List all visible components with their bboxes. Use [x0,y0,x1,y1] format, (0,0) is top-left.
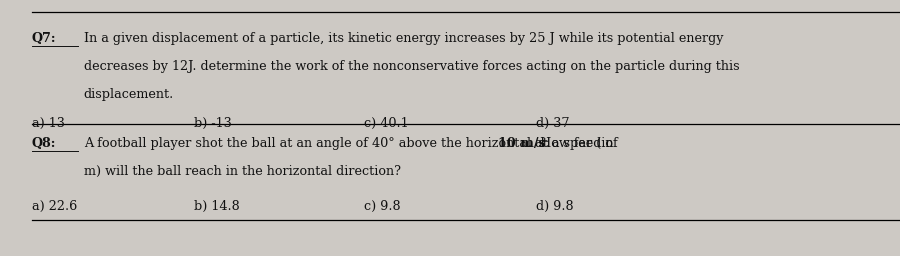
Text: A football player shot the ball at an angle of 40° above the horizontal at a spe: A football player shot the ball at an an… [84,137,621,150]
Text: a) 13: a) 13 [32,116,65,130]
Text: Q7:: Q7: [32,32,56,45]
Text: 10 m/s: 10 m/s [498,137,545,150]
Text: b) 14.8: b) 14.8 [194,200,239,213]
Text: In a given displacement of a particle, its kinetic energy increases by 25 J whil: In a given displacement of a particle, i… [84,32,724,45]
Text: Q8:: Q8: [32,137,56,150]
Text: c) 40.1: c) 40.1 [364,116,410,130]
Text: decreases by 12J. determine the work of the nonconservative forces acting on the: decreases by 12J. determine the work of … [84,60,739,73]
Text: displacement.: displacement. [84,88,174,101]
Text: d) 9.8: d) 9.8 [536,200,573,213]
Text: .  How far (in: . How far (in [528,137,614,150]
Text: d) 37: d) 37 [536,116,569,130]
Text: m) will the ball reach in the horizontal direction?: m) will the ball reach in the horizontal… [84,165,400,178]
Text: b) -13: b) -13 [194,116,231,130]
Text: c) 9.8: c) 9.8 [364,200,401,213]
Text: a) 22.6: a) 22.6 [32,200,76,213]
